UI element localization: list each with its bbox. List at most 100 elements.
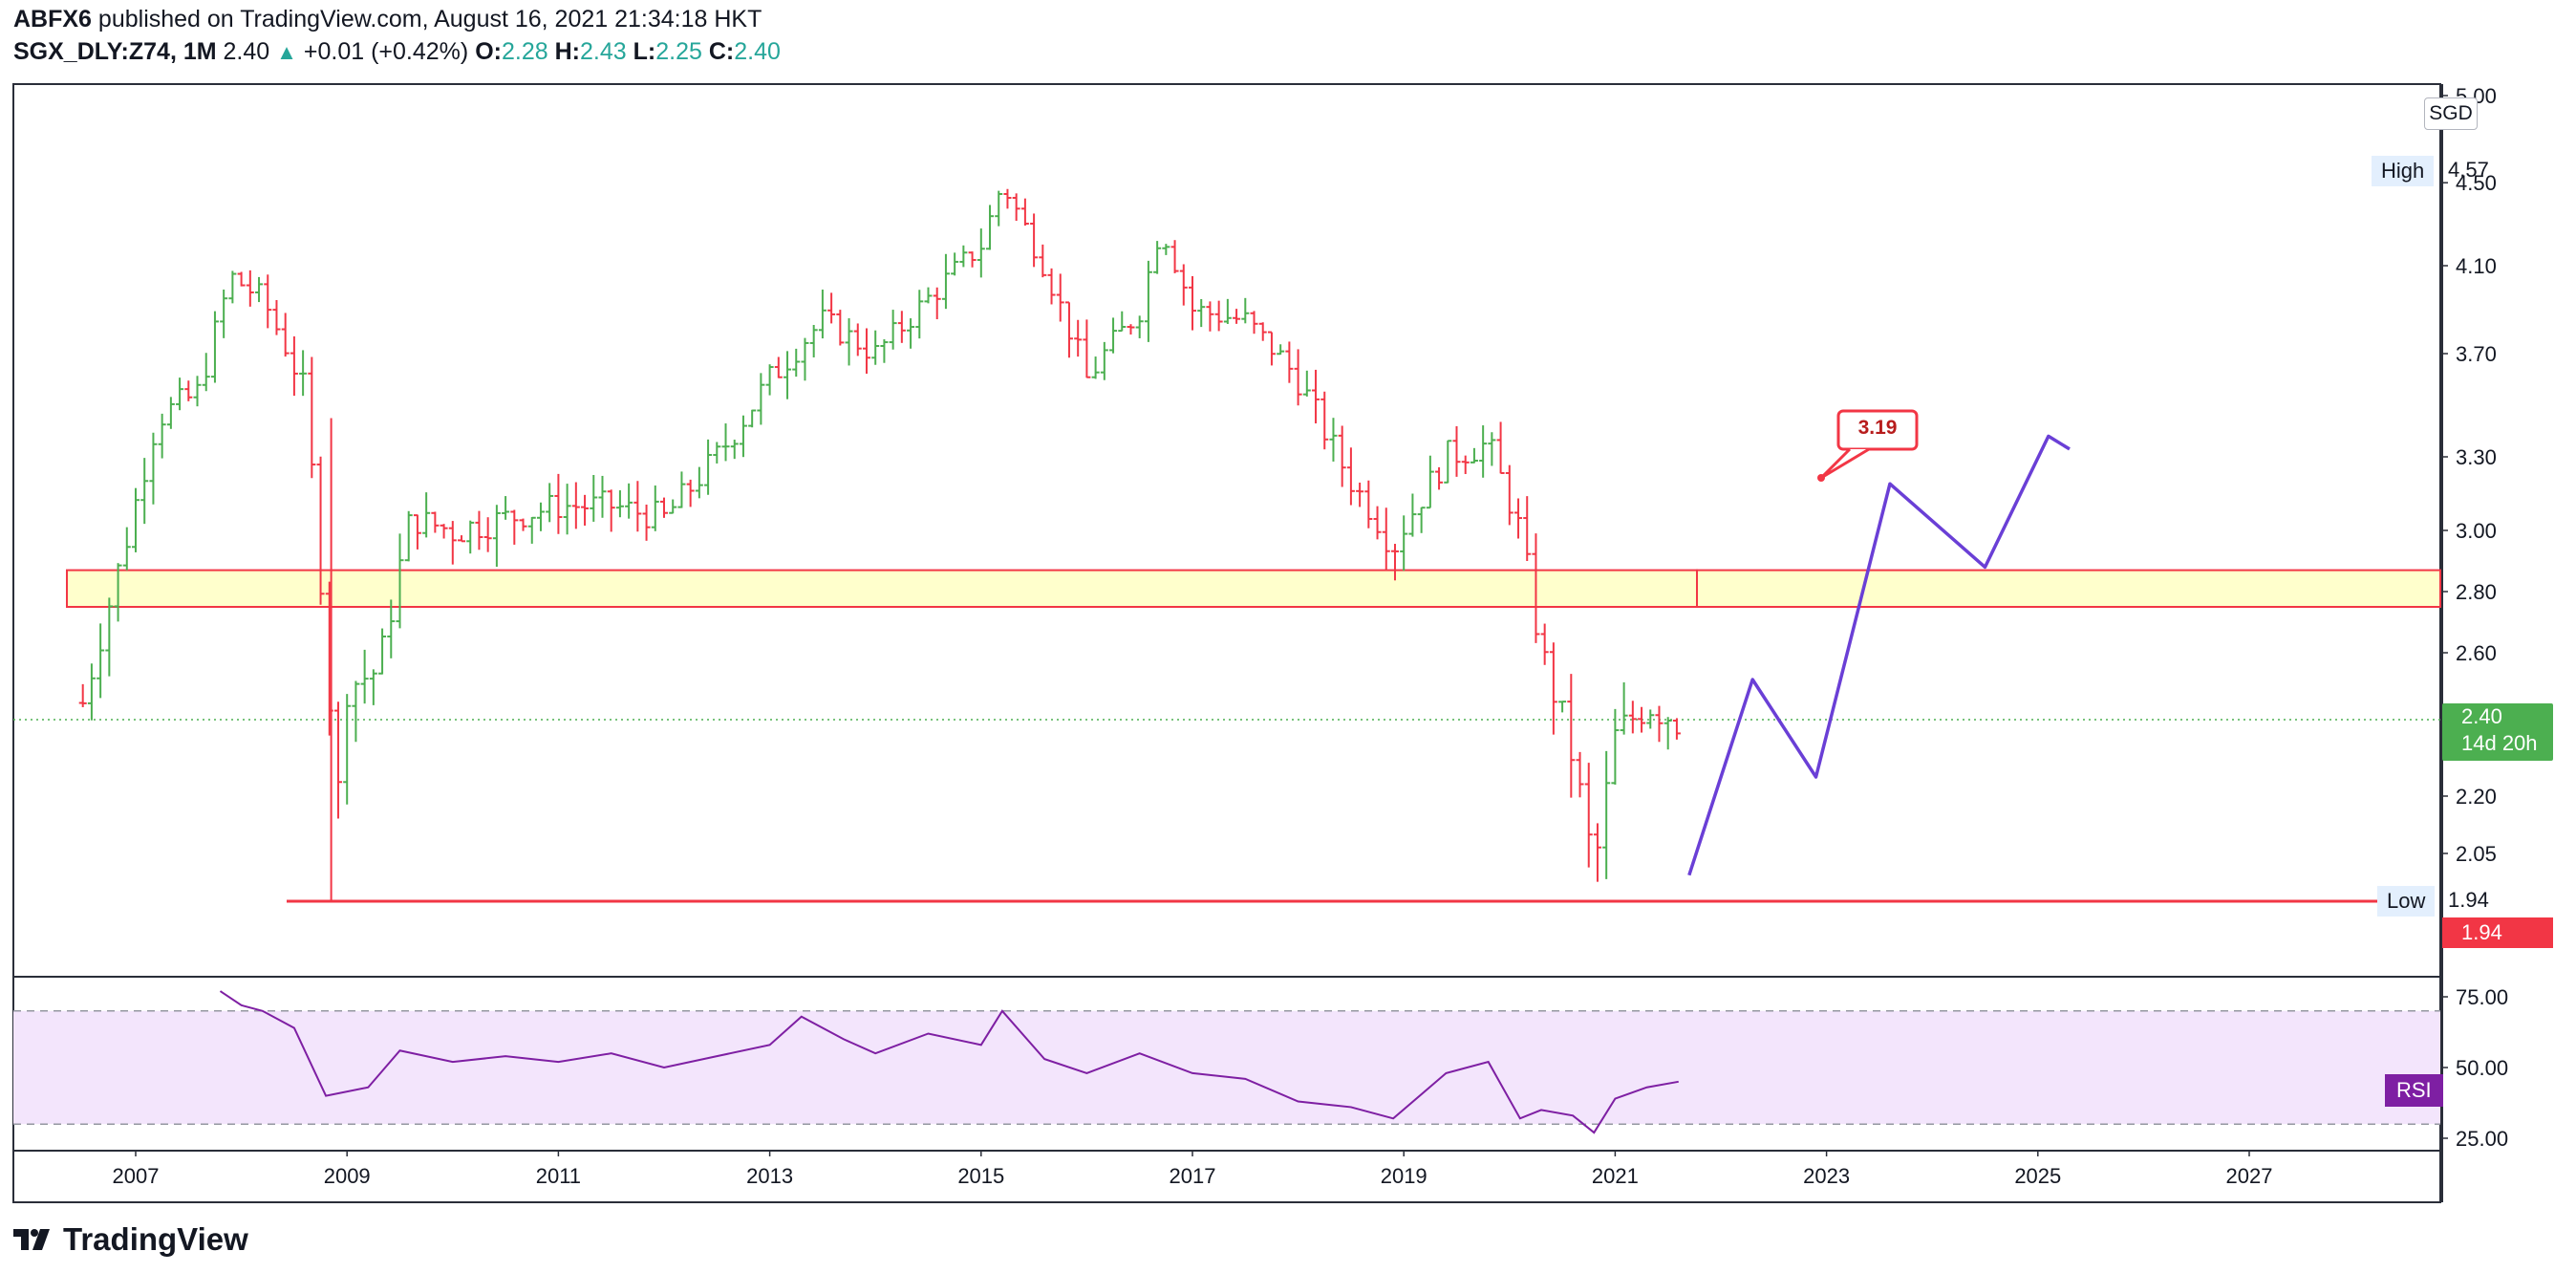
ohlc-bar — [968, 251, 977, 268]
ohlc-bar — [1162, 244, 1170, 255]
currency-button[interactable]: SGD — [2424, 97, 2478, 130]
ohlc-bar — [704, 439, 713, 495]
rsi-tick-label: 50.00 — [2456, 1056, 2508, 1080]
ohlc-bar — [1444, 440, 1452, 484]
ohlc-bar — [845, 318, 853, 366]
ohlc-bar — [299, 350, 308, 397]
ohlc-bar — [105, 597, 114, 677]
ohlc-bar — [440, 524, 448, 539]
tradingview-logo[interactable]: TradingView — [13, 1221, 248, 1258]
ohlc-bar — [615, 490, 624, 518]
ohlc-bar — [1241, 297, 1250, 324]
ohlc-bar — [951, 252, 959, 276]
ohlc-bar — [1047, 268, 1056, 305]
brand-name: TradingView — [63, 1221, 248, 1257]
ohlc-bar — [492, 505, 501, 567]
price-tick-label: 3.70 — [2456, 342, 2497, 366]
ohlc-bar — [1135, 315, 1144, 338]
ohlc-bar — [1320, 391, 1329, 450]
legend-row: SGX_DLY:Z74, 1M 2.40 ▲ +0.01 (+0.42%) O:… — [13, 38, 781, 66]
ohlc-bar — [1118, 311, 1127, 333]
price-tick-label: 2.05 — [2456, 842, 2497, 866]
time-tick-label: 2013 — [746, 1164, 793, 1188]
rsi-band-fill — [13, 1010, 2440, 1125]
ohlc-bar — [448, 521, 457, 565]
ohlc-bar — [1479, 425, 1488, 478]
ohlc-bar — [1496, 421, 1505, 474]
ohlc-bar — [1611, 708, 1620, 786]
ohlc-bar — [1638, 706, 1646, 733]
ohlc-bar — [333, 701, 342, 819]
ohlc-bar — [1020, 198, 1029, 227]
ohlc-bar — [907, 318, 915, 349]
publish-info: ABFX6 published on TradingView.com, Augu… — [13, 6, 762, 33]
ohlc-bar — [475, 510, 483, 550]
rsi-axis-ticks: 75.00 50.00 25.00 — [2442, 985, 2508, 1151]
ohlc-bar — [801, 337, 809, 381]
ohlc-bar — [651, 485, 659, 531]
ohlc-bar — [1558, 701, 1567, 713]
ohlc-bar — [360, 649, 369, 704]
ohlc-bar — [281, 313, 290, 357]
ohlc-bar — [1302, 370, 1311, 397]
ohlc-bar — [1233, 309, 1241, 324]
ohlc-bar — [1382, 507, 1390, 571]
ohlc-bar — [1435, 466, 1444, 490]
ohlc-bar — [1083, 319, 1091, 378]
ohlc-bar — [986, 205, 995, 250]
ohlc-bar — [255, 276, 264, 303]
ohlc-bar — [625, 483, 633, 519]
time-tick-label: 2021 — [1592, 1164, 1639, 1188]
ohlc-bar — [836, 310, 845, 346]
ohlc-bar — [1153, 241, 1162, 274]
ohlc-bar — [290, 335, 298, 397]
ohlc-bar — [413, 514, 421, 550]
symbol-label[interactable]: SGX_DLY:Z74, 1M — [13, 38, 217, 65]
price-tick-label: 4.50 — [2456, 171, 2497, 195]
ohlc-bar — [1672, 718, 1681, 740]
ohlc-bar — [316, 456, 325, 605]
time-tick-label: 2019 — [1381, 1164, 1428, 1188]
ohlc-bar — [396, 533, 404, 629]
ohlc-bar — [695, 466, 703, 499]
ohlc-bar — [1012, 193, 1020, 222]
ohlc-bar — [642, 505, 651, 541]
ohlc-bar — [1170, 240, 1179, 273]
tradingview-logo-icon — [13, 1229, 50, 1250]
open-value: 2.28 — [501, 38, 548, 65]
ohlc-bar — [1039, 244, 1047, 278]
ohlc-bar — [721, 423, 730, 462]
ohlc-bar — [1532, 533, 1540, 643]
rsi-label-badge[interactable]: RSI — [2385, 1074, 2443, 1107]
ohlc-bar — [1285, 341, 1294, 383]
ohlc-bar — [308, 356, 316, 479]
ohlc-bar — [1109, 317, 1118, 354]
ohlc-bar — [959, 245, 968, 268]
author-name[interactable]: ABFX6 — [13, 6, 92, 32]
high-value: 2.43 — [579, 38, 627, 65]
ohlc-bar — [1567, 674, 1576, 798]
ohlc-bar — [246, 270, 254, 307]
rsi-tick-label: 75.00 — [2456, 985, 2508, 1009]
ohlc-bar — [114, 563, 122, 622]
ohlc-bar — [563, 484, 571, 535]
ohlc-bar — [660, 497, 668, 518]
ohlc-bar — [1602, 750, 1611, 879]
ohlc-bar — [1620, 682, 1628, 735]
ohlc-bar — [880, 339, 889, 363]
time-tick-label: 2011 — [536, 1164, 581, 1188]
target-callout-label[interactable]: 3.19 — [1857, 417, 1898, 439]
ohlc-bar — [1584, 763, 1593, 868]
price-tick-label: 2.80 — [2456, 580, 2497, 604]
ohlc-bar — [1593, 823, 1601, 882]
ohlc-bar — [78, 683, 87, 707]
ohlc-bar — [1250, 311, 1258, 334]
ohlc-bar — [1523, 496, 1532, 562]
ohlc-bar — [941, 253, 950, 310]
ohlc-bar — [977, 228, 985, 278]
ohlc-bar — [554, 473, 563, 534]
ohlc-bar — [264, 274, 272, 329]
close-label: C: — [708, 38, 735, 65]
ohlc-bar — [1277, 344, 1285, 356]
